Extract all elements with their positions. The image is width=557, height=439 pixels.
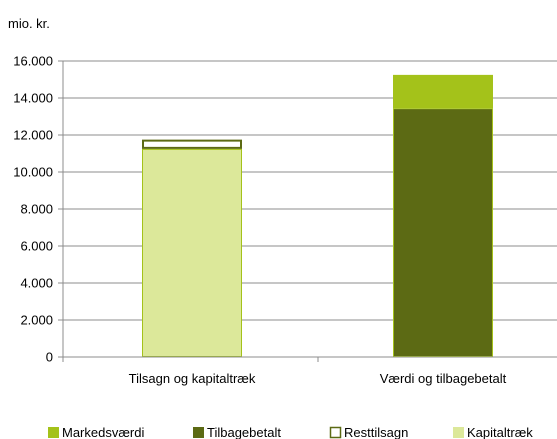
legend-item-kapitaltræk: Kapitaltræk [453, 425, 533, 439]
y-tick-labels: 0 2.000 4.000 6.000 8.000 10.000 12.000 14.000 1… [13, 54, 53, 365]
legend-label: Tilbagebetalt [207, 425, 281, 439]
x-tick-label: Værdi og tilbagebetalt [380, 371, 507, 386]
y-tick-label: 10.000 [13, 165, 53, 180]
axes [58, 60, 557, 362]
y-tick-label: 8.000 [20, 202, 53, 217]
legend-label: Markedsværdi [62, 425, 144, 439]
bar-segment-kapitaltræk [142, 148, 242, 357]
x-tick-labels: Tilsagn og kapitaltræk Værdi og tilbagebe… [129, 371, 507, 386]
y-tick-label: 12.000 [13, 128, 53, 143]
y-tick-label: 14.000 [13, 91, 53, 106]
y-tick-label: 6.000 [20, 239, 53, 254]
bar-segment-resttilsagn [142, 139, 242, 149]
legend-swatch [453, 427, 464, 438]
y-axis-unit-label: mio. kr. [8, 16, 50, 31]
legend-item-resttilsagn: Resttilsagn [329, 425, 408, 439]
legend-swatch [329, 426, 342, 439]
legend-item-tilbagebetalt: Tilbagebetalt [193, 425, 281, 439]
legend-label: Kapitaltræk [467, 425, 533, 439]
legend-swatch [48, 427, 59, 438]
y-tick-label: 2.000 [20, 313, 53, 328]
legend-swatch [193, 427, 204, 438]
legend-label: Resttilsagn [344, 425, 408, 439]
legend: Markedsværdi Tilbagebetalt Resttilsagn Kapi… [48, 425, 533, 439]
legend-item-markedsværdi: Markedsværdi [48, 425, 144, 439]
x-tick-label: Tilsagn og kapitaltræk [129, 371, 256, 386]
bar-segment-tilbagebetalt [393, 108, 493, 357]
bars [142, 74, 493, 357]
y-tick-label: 16.000 [13, 54, 53, 69]
y-tick-label: 4.000 [20, 276, 53, 291]
y-tick-label: 0 [46, 350, 53, 365]
bar-segment-markedsværdi [393, 74, 493, 109]
